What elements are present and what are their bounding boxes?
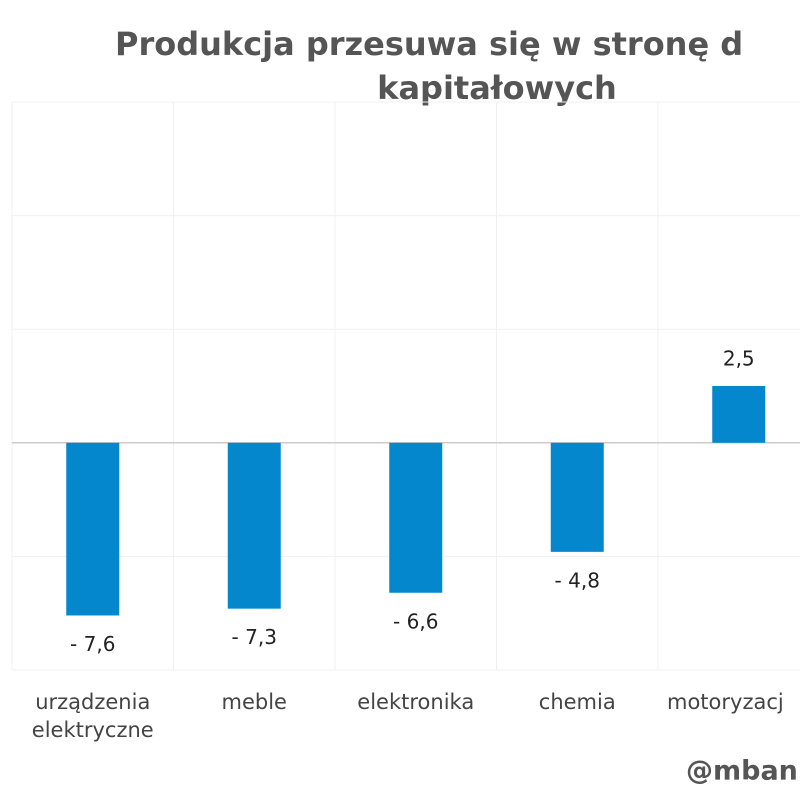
bar bbox=[66, 442, 120, 616]
bar bbox=[227, 442, 281, 609]
chart-title: Produkcja przesuwa się w stronę d bbox=[115, 25, 743, 63]
value-label: - 7,3 bbox=[232, 625, 277, 649]
watermark: @mban bbox=[686, 756, 798, 787]
bar bbox=[550, 442, 604, 552]
x-tick-label: motoryzacj bbox=[667, 690, 784, 714]
value-label: 2,5 bbox=[723, 347, 755, 371]
x-tick-label: chemia bbox=[538, 690, 616, 714]
bar bbox=[712, 386, 766, 443]
value-label: - 7,6 bbox=[70, 632, 115, 656]
x-tick-label: urządzenia elektryczne bbox=[31, 690, 154, 742]
value-label: - 4,8 bbox=[555, 568, 600, 592]
x-tick-label: elektronika bbox=[357, 690, 475, 714]
value-label: - 6,6 bbox=[393, 609, 438, 633]
bar bbox=[389, 442, 443, 593]
chart-subtitle: kapitałowych bbox=[377, 69, 617, 107]
x-tick-label: meble bbox=[221, 690, 287, 714]
